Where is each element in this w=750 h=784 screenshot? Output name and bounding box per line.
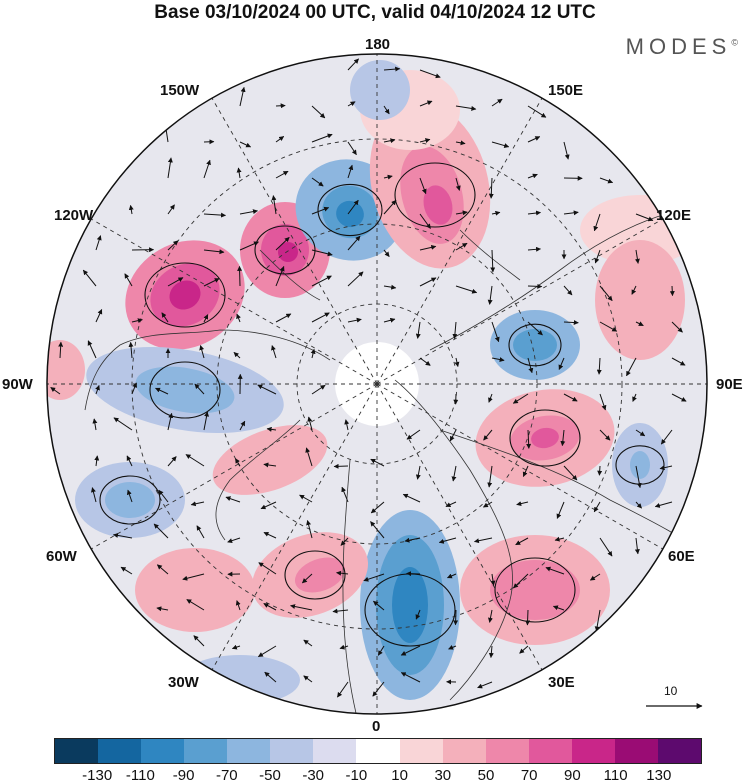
colorbar-tick-label: -70: [216, 767, 238, 784]
colorbar-swatch: [658, 739, 701, 763]
colorbar-swatch: [270, 739, 313, 763]
colorbar-swatch: [529, 739, 572, 763]
label-90e: 90E: [716, 376, 743, 393]
colorbar-swatch: [572, 739, 615, 763]
colorbar-swatch: [356, 739, 399, 763]
colorbar: [54, 738, 702, 764]
anomaly-contour: [105, 482, 155, 518]
anomaly-contour: [392, 567, 428, 643]
label-90w: 90W: [2, 376, 33, 393]
anomaly-contour: [135, 548, 255, 632]
colorbar-tick-label: -30: [302, 767, 324, 784]
label-60e: 60E: [668, 548, 695, 565]
colorbar-ticks: -130 -110 -90 -70 -50 -30 -10 10 30 50 70 90 110 130: [0, 767, 750, 783]
wind-arrow: [455, 610, 456, 625]
anomaly-contour: [630, 451, 650, 479]
label-180: 180: [365, 36, 390, 53]
label-30w: 30W: [168, 674, 199, 691]
colorbar-swatch: [486, 739, 529, 763]
label-120e: 120E: [656, 207, 691, 224]
label-0: 0: [372, 718, 380, 735]
colorbar-swatch: [184, 739, 227, 763]
colorbar-tick-label: 10: [391, 767, 408, 784]
colorbar-tick-label: 90: [564, 767, 581, 784]
label-120w: 120W: [54, 207, 93, 224]
label-150e: 150E: [548, 82, 583, 99]
label-150w: 150W: [160, 82, 199, 99]
reference-vector-label: 10: [664, 684, 677, 698]
colorbar-tick-label: 110: [604, 767, 628, 784]
anomaly-contour: [595, 240, 685, 360]
colorbar-swatch: [227, 739, 270, 763]
colorbar-swatch: [55, 739, 98, 763]
colorbar-swatch: [98, 739, 141, 763]
wind-arrow: [672, 286, 673, 296]
colorbar-tick-label: 130: [646, 767, 671, 784]
wind-arrow: [599, 466, 600, 475]
colorbar-tick-label: -130: [82, 767, 112, 784]
colorbar-tick-label: -10: [346, 767, 368, 784]
anomaly-contour: [490, 560, 580, 620]
colorbar-tick-label: -110: [126, 767, 155, 784]
anomaly-contour: [35, 340, 85, 400]
wind-arrow: [528, 286, 542, 287]
colorbar-tick-label: 70: [521, 767, 538, 784]
colorbar-tick-label: -90: [173, 767, 195, 784]
colorbar-swatch: [313, 739, 356, 763]
label-30e: 30E: [548, 674, 575, 691]
colorbar-tick-label: 30: [434, 767, 451, 784]
colorbar-tick-label: 50: [478, 767, 495, 784]
colorbar-swatch: [141, 739, 184, 763]
label-60w: 60W: [46, 548, 77, 565]
wind-arrow: [527, 610, 528, 625]
colorbar-swatch: [400, 739, 443, 763]
colorbar-tick-label: -50: [259, 767, 281, 784]
colorbar-swatch: [615, 739, 658, 763]
wind-arrow: [239, 266, 240, 286]
colorbar-swatch: [443, 739, 486, 763]
anomaly-contour: [350, 60, 410, 120]
